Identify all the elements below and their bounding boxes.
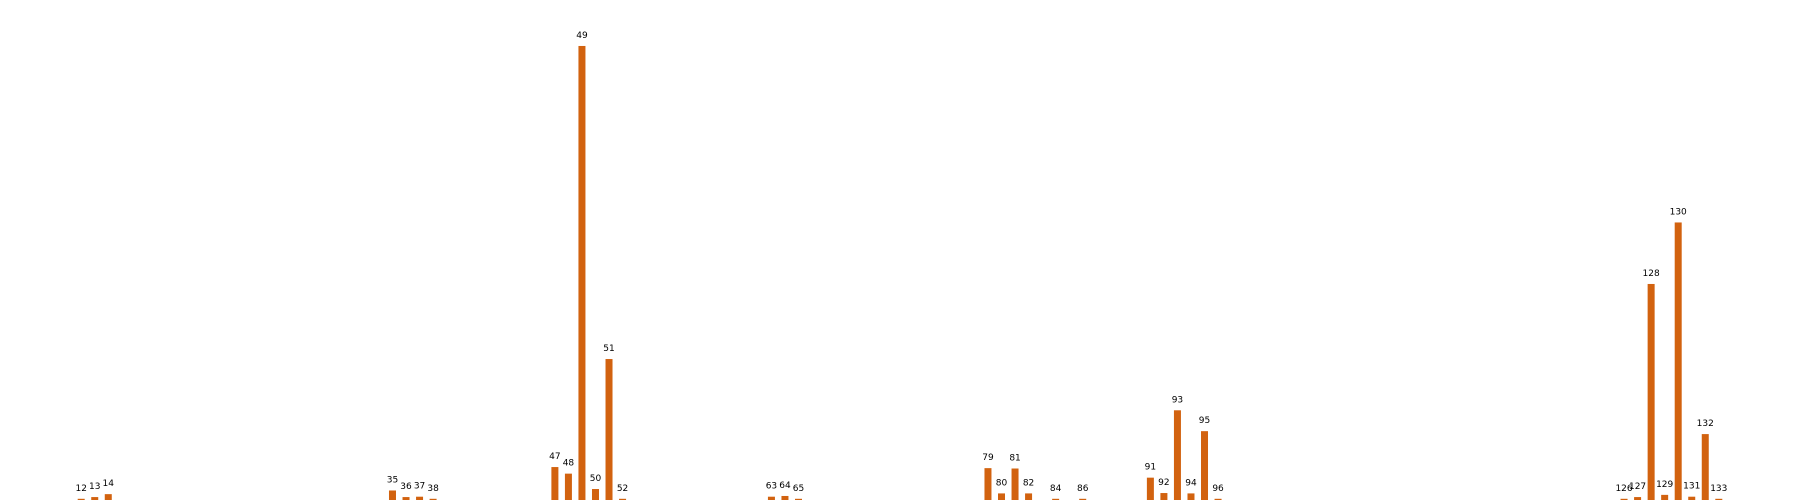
- bar-label-86: 86: [1077, 484, 1089, 494]
- bar-49: [578, 45, 586, 500]
- bar-79: [984, 468, 992, 500]
- bar-label-84: 84: [1050, 484, 1062, 494]
- bar-14: [104, 494, 112, 500]
- bar-label-96: 96: [1212, 484, 1224, 494]
- bar-36: [402, 497, 410, 500]
- bar-label-81: 81: [1009, 454, 1020, 464]
- bar-52: [619, 498, 627, 500]
- bar-82: [1025, 493, 1033, 500]
- bar-label-95: 95: [1199, 416, 1210, 426]
- bar-label-51: 51: [603, 344, 614, 354]
- bar-label-47: 47: [549, 452, 560, 462]
- bar-126: [1620, 498, 1628, 500]
- bar-label-79: 79: [982, 453, 994, 463]
- bar-133: [1715, 498, 1723, 500]
- bar-label-14: 14: [103, 479, 115, 489]
- bar-label-52: 52: [617, 484, 628, 494]
- bar-132: [1701, 434, 1709, 500]
- bar-65: [795, 498, 802, 500]
- bar-label-126: 126: [1615, 484, 1632, 494]
- bar-label-38: 38: [427, 484, 439, 494]
- bar-label-36: 36: [400, 482, 412, 492]
- bar-label-127: 127: [1629, 482, 1646, 492]
- bar-label-91: 91: [1145, 463, 1156, 473]
- bar-38: [429, 498, 437, 500]
- bar-127: [1634, 497, 1642, 500]
- bar-label-92: 92: [1158, 478, 1169, 488]
- bar-label-50: 50: [590, 474, 602, 484]
- bar-label-37: 37: [414, 482, 425, 492]
- bar-label-49: 49: [576, 31, 588, 41]
- bar-81: [1011, 468, 1019, 500]
- bar-91: [1146, 477, 1154, 500]
- bar-64: [781, 495, 789, 500]
- bar-13: [91, 497, 99, 500]
- bar-94: [1187, 493, 1195, 500]
- bar-130: [1674, 222, 1682, 500]
- bar-label-131: 131: [1683, 482, 1700, 492]
- bar-96: [1214, 498, 1222, 500]
- bar-label-63: 63: [766, 482, 777, 492]
- bar-label-65: 65: [793, 484, 804, 494]
- bar-label-93: 93: [1172, 395, 1183, 405]
- bar-80: [998, 493, 1005, 500]
- bar-35: [388, 490, 396, 500]
- bar-92: [1160, 493, 1168, 500]
- bar-label-80: 80: [996, 478, 1008, 488]
- bar-label-12: 12: [75, 484, 86, 494]
- bar-label-130: 130: [1670, 207, 1687, 217]
- bar-label-13: 13: [89, 482, 100, 492]
- bar-label-82: 82: [1023, 478, 1034, 488]
- bar-label-35: 35: [387, 475, 398, 485]
- bar-128: [1647, 283, 1655, 500]
- bar-129: [1661, 494, 1669, 500]
- bar-95: [1201, 431, 1209, 500]
- bar-51: [605, 359, 613, 500]
- bar-label-128: 128: [1643, 269, 1660, 279]
- bar-label-129: 129: [1656, 480, 1673, 490]
- bar-48: [564, 473, 572, 500]
- bar-86: [1079, 498, 1087, 500]
- bar-50: [591, 489, 599, 500]
- bar-label-94: 94: [1185, 478, 1197, 488]
- bars-group: [77, 45, 1723, 500]
- bar-label-64: 64: [779, 481, 791, 491]
- bar-47: [551, 467, 559, 500]
- bar-84: [1052, 498, 1060, 500]
- bar-93: [1173, 410, 1181, 500]
- bar-12: [77, 498, 85, 500]
- bar-37: [416, 496, 424, 500]
- bar-label-132: 132: [1697, 419, 1714, 429]
- bar-label-133: 133: [1710, 484, 1727, 494]
- bar-label-48: 48: [563, 459, 575, 469]
- bar-63: [767, 496, 775, 500]
- bar-131: [1688, 496, 1696, 500]
